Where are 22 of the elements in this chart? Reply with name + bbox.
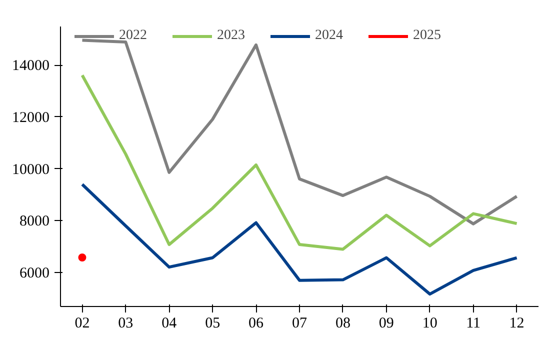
- legend-label: 2024: [315, 28, 343, 44]
- legend-label: 2023: [217, 28, 245, 44]
- x-tick-label: 08: [335, 316, 350, 332]
- legend-label: 2022: [119, 28, 147, 44]
- x-tick-label: 06: [248, 316, 264, 332]
- x-tick-label: 05: [205, 316, 220, 332]
- y-tick-label: 12000: [12, 110, 50, 126]
- x-tick-label: 03: [118, 316, 134, 332]
- x-tick-label: 04: [162, 316, 178, 332]
- y-tick-label: 10000: [12, 162, 50, 178]
- line-series: [80, 182, 518, 296]
- y-tick-label: 14000: [12, 58, 50, 74]
- x-tick-label: 10: [422, 316, 438, 332]
- x-tick-label: 07: [292, 316, 308, 332]
- line-series: [80, 74, 518, 251]
- x-tick-label: 02: [74, 316, 90, 332]
- y-tick-label: 8000: [20, 214, 50, 230]
- x-tick-label: 09: [378, 316, 394, 332]
- y-tick-label: 6000: [20, 266, 50, 282]
- legend-label: 2025: [413, 28, 441, 44]
- x-tick-label: 12: [509, 316, 524, 332]
- x-tick-label: 11: [466, 316, 481, 332]
